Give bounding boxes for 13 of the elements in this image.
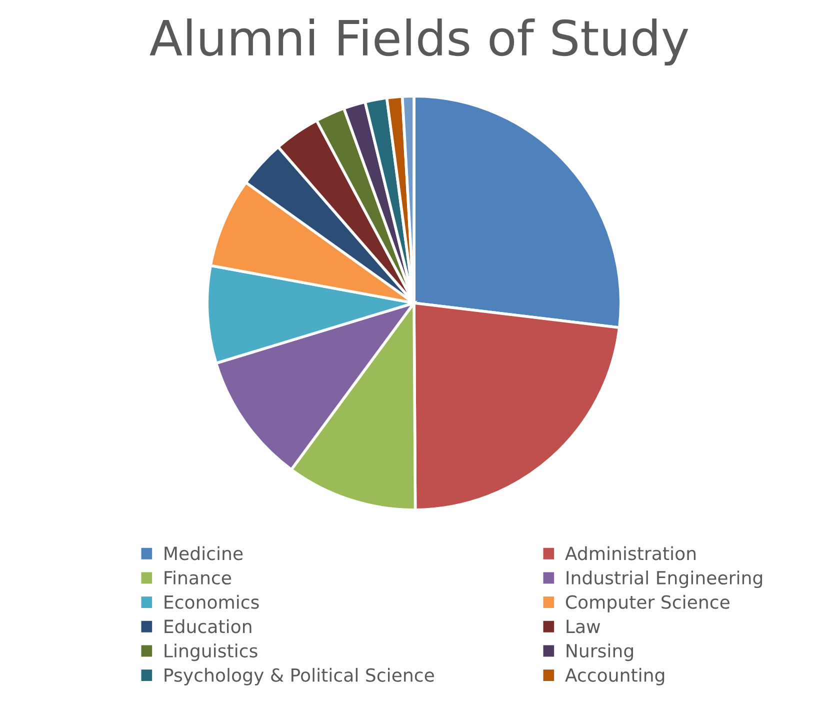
legend-label: Computer Science — [566, 594, 730, 612]
legend-label: Finance — [164, 570, 232, 585]
legend-label: Industrial Engineering — [566, 570, 762, 588]
legend-label: Economics — [164, 594, 259, 609]
legend-label: Psychology & Political Science — [164, 668, 434, 686]
legend-label: Education — [164, 619, 252, 634]
chart-title: Alumni Fields of Study — [150, 18, 688, 66]
legend-label: Law — [566, 620, 600, 634]
legend-label: Accounting — [565, 668, 664, 686]
legend-label: Administration — [565, 546, 696, 560]
legend-label: Nursing — [566, 644, 633, 662]
legend-label: Medicine — [164, 546, 243, 560]
legend-label: Linguistics — [164, 644, 258, 662]
